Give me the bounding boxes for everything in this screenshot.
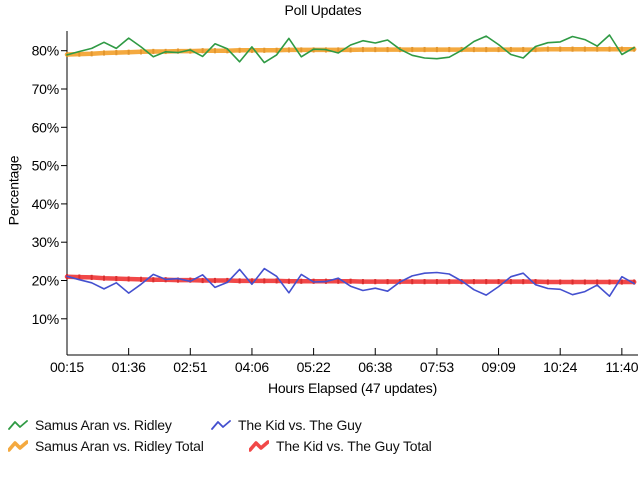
series-line-samus_updates <box>66 34 636 64</box>
kid_updates-line-sample-icon <box>211 419 231 430</box>
legend-label: Samus Aran vs. Ridley <box>35 417 172 433</box>
samus_total-line-sample-icon <box>8 439 28 452</box>
x-tick-label: 07:53 <box>420 359 454 375</box>
legend-item-kid_updates: The Kid vs. The Guy <box>211 417 362 433</box>
x-tick-label: 04:06 <box>235 359 269 375</box>
plot-area: 80% 70% 60% 50% 40% 30% 20% 10% 00:15 01:36 02:51 0… <box>32 31 639 375</box>
y-tick-label: 20% <box>32 273 59 289</box>
y-tick-label: 50% <box>32 158 59 174</box>
y-tick-label: 80% <box>32 43 59 59</box>
y-axis-title: Percentage <box>5 155 22 226</box>
chart-title: Poll Updates <box>284 2 362 18</box>
series-line-kid_updates <box>66 267 636 298</box>
x-tick-label: 05:22 <box>297 359 331 375</box>
legend-label: Samus Aran vs. Ridley Total <box>35 438 204 454</box>
kid_total-line-sample-icon <box>249 439 269 452</box>
y-tick-label: 30% <box>32 234 59 250</box>
x-tick-label: 02:51 <box>173 359 207 375</box>
y-tick-label: 60% <box>32 119 59 135</box>
x-tick-label: 01:36 <box>112 359 146 375</box>
legend-row: Samus Aran vs. Ridley The Kid vs. The Guy <box>8 415 636 435</box>
legend-item-samus_updates: Samus Aran vs. Ridley <box>8 417 211 433</box>
x-tick-label: 06:38 <box>358 359 392 375</box>
samus_updates-line-sample-icon <box>8 419 28 430</box>
legend-item-samus_total: Samus Aran vs. Ridley Total <box>8 438 249 454</box>
x-tick-label: 00:15 <box>50 359 84 375</box>
legend: Samus Aran vs. Ridley The Kid vs. The Guy… <box>8 415 636 457</box>
x-tick-label: 10:24 <box>543 359 577 375</box>
x-axis-title: Hours Elapsed (47 updates) <box>267 380 438 396</box>
y-tick-label: 10% <box>32 311 59 327</box>
y-tick-label: 70% <box>32 81 59 97</box>
x-tick-label: 11:40 <box>605 359 638 375</box>
x-tick-label: 09:09 <box>482 359 516 375</box>
y-tick-label: 40% <box>32 196 59 212</box>
legend-label: The Kid vs. The Guy Total <box>276 438 432 454</box>
legend-label: The Kid vs. The Guy <box>238 417 362 433</box>
legend-item-kid_total: The Kid vs. The Guy Total <box>249 438 432 454</box>
legend-row: Samus Aran vs. Ridley Total The Kid vs. T… <box>8 436 636 456</box>
